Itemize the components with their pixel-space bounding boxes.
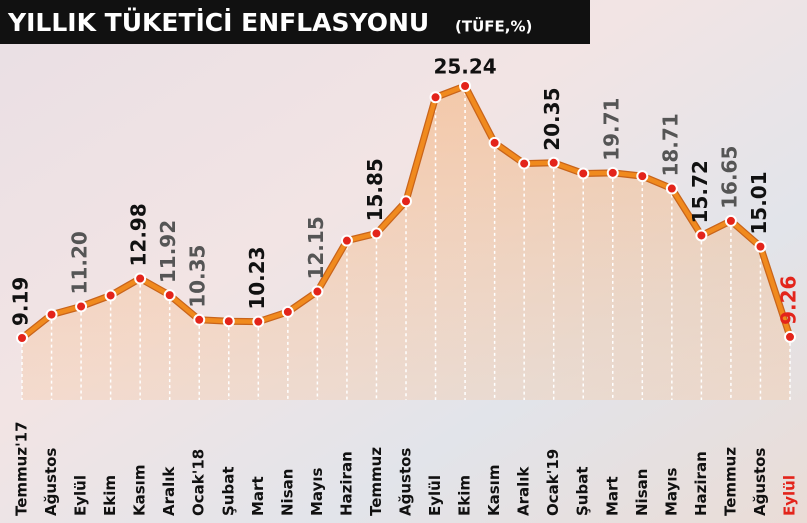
point <box>370 227 383 240</box>
point <box>104 289 117 302</box>
x-tick-label: Ekim <box>456 475 474 516</box>
value-label: 19.71 <box>599 98 623 161</box>
x-tick-label: Nisan <box>278 469 296 516</box>
point <box>636 170 649 183</box>
value-label: 20.35 <box>540 88 564 151</box>
x-tick-label: Şubat <box>574 466 592 516</box>
x-tick-label: Eylül <box>426 475 444 516</box>
point <box>665 182 678 195</box>
point <box>45 308 58 321</box>
x-tick-label: Ocak'19 <box>544 449 562 516</box>
value-label: 10.35 <box>186 245 210 308</box>
x-tick-label: Kasım <box>485 465 503 516</box>
value-label: 15.72 <box>688 160 712 223</box>
value-label: 10.23 <box>245 246 269 309</box>
x-tick-label: Mayıs <box>308 467 326 516</box>
x-tick-label: Ağustos <box>397 448 415 516</box>
title-bar <box>0 0 590 44</box>
x-tick-label: Temmuz <box>721 447 739 516</box>
point <box>547 156 560 169</box>
x-tick-label: Temmuz'17 <box>13 421 31 516</box>
point <box>163 289 176 302</box>
value-label: 18.71 <box>658 113 682 176</box>
point <box>134 272 147 285</box>
x-tick-label: Aralık <box>515 466 533 516</box>
x-tick-label: Aralık <box>160 466 178 516</box>
point <box>311 285 324 298</box>
value-label: 11.20 <box>68 231 92 294</box>
point <box>281 305 294 318</box>
chart-title: YILLIK TÜKETİCİ ENFLASYONU <box>7 7 429 37</box>
point <box>459 80 472 92</box>
value-label: 25.24 <box>433 55 496 79</box>
x-tick-label: Ekim <box>101 475 119 516</box>
chart-subtitle: (TÜFE,%) <box>455 17 532 36</box>
point <box>724 214 737 227</box>
point <box>754 240 767 253</box>
point <box>606 166 619 179</box>
point <box>577 167 590 180</box>
value-label: 12.98 <box>127 203 151 266</box>
x-tick-label: Kasım <box>131 465 149 516</box>
point <box>252 315 265 328</box>
x-tick-label: Ağustos <box>751 448 769 516</box>
point <box>695 229 708 242</box>
value-label: 9.26 <box>777 276 801 325</box>
point <box>222 315 235 328</box>
point <box>193 313 206 326</box>
point <box>75 300 88 313</box>
x-tick-label: Nisan <box>633 469 651 516</box>
x-tick-label: Eylül <box>72 475 90 516</box>
point <box>16 332 28 344</box>
value-label: 15.01 <box>747 171 771 234</box>
value-label: 9.19 <box>9 277 33 326</box>
value-label: 15.85 <box>363 158 387 221</box>
x-tick-label: Mart <box>603 476 621 516</box>
x-tick-label: Haziran <box>692 451 710 516</box>
point <box>488 136 501 149</box>
x-tick-label: Ocak'18 <box>190 449 208 516</box>
plot: 9.19 11.20 12.98 11.92 10.35 10.23 12.15 15.85 2… <box>9 55 801 517</box>
x-tick-label: Eylül <box>781 475 799 516</box>
x-tick-label: Ağustos <box>42 448 60 516</box>
x-tick-label: Şubat <box>219 466 237 516</box>
value-label: 16.65 <box>717 146 741 209</box>
point <box>400 195 412 208</box>
value-label: 12.15 <box>304 216 328 279</box>
point <box>429 91 442 104</box>
x-tick-label: Haziran <box>337 451 355 516</box>
x-tick-label: Mayıs <box>662 467 680 516</box>
point <box>340 234 353 247</box>
x-tick-label: Mart <box>249 476 267 516</box>
point <box>518 157 531 170</box>
value-label: 11.92 <box>156 220 180 283</box>
x-tick-label: Temmuz <box>367 447 385 516</box>
point <box>784 330 796 343</box>
